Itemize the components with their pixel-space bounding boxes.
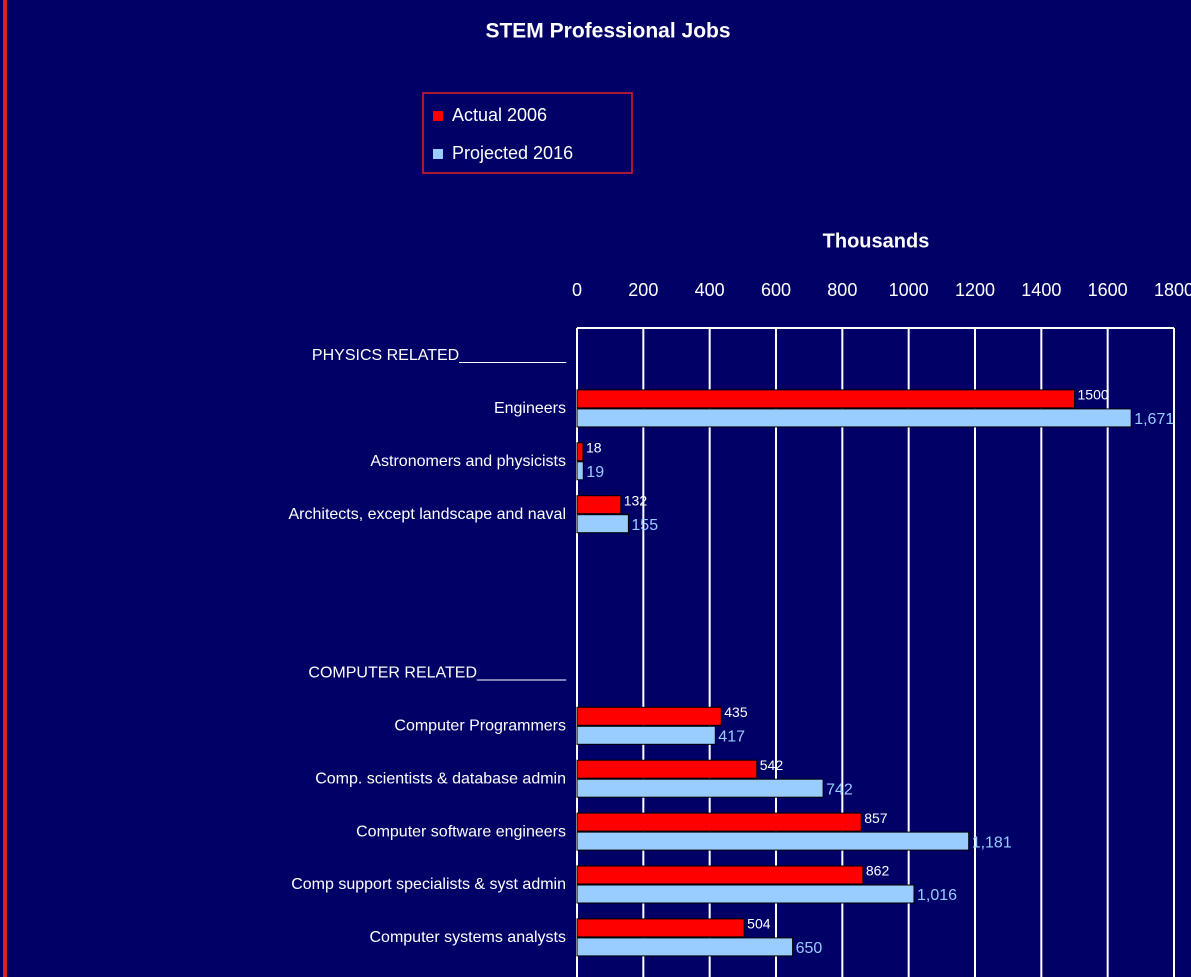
x-tick-label: 600 xyxy=(761,280,791,300)
y-tick-label: Computer systems analysts xyxy=(369,929,566,946)
y-tick-label: Engineers xyxy=(494,400,566,417)
data-label: 504 xyxy=(747,916,771,932)
bar xyxy=(576,389,1075,409)
bar xyxy=(576,778,824,798)
legend-label: Projected 2016 xyxy=(452,143,573,163)
y-tick-label: PHYSICS RELATED____________ xyxy=(312,347,567,364)
x-tick-label: 1200 xyxy=(955,280,995,300)
y-tick-label: Computer software engineers xyxy=(356,823,566,840)
left-border xyxy=(3,0,7,977)
legend-swatch xyxy=(433,149,443,159)
x-tick-label: 800 xyxy=(827,280,857,300)
x-tick-label: 1600 xyxy=(1088,280,1128,300)
data-label: 742 xyxy=(826,781,853,798)
x-tick-label: 1800 xyxy=(1154,280,1191,300)
x-tick-label: 400 xyxy=(695,280,725,300)
data-label: 542 xyxy=(760,757,784,773)
x-tick-label: 200 xyxy=(628,280,658,300)
data-label: 857 xyxy=(864,810,888,826)
y-tick-label: Computer Programmers xyxy=(394,718,566,735)
y-tick-label: COMPUTER RELATED__________ xyxy=(308,665,567,682)
chart-title: STEM Professional Jobs xyxy=(485,20,730,43)
data-label: 862 xyxy=(866,863,890,879)
data-label: 1,181 xyxy=(972,834,1012,851)
y-tick-label: Comp support specialists & syst admin xyxy=(291,876,566,893)
data-label: 1,016 xyxy=(917,887,957,904)
bar xyxy=(576,831,970,851)
bar xyxy=(576,937,794,957)
data-label: 132 xyxy=(624,492,648,508)
y-tick-label: Architects, except landscape and naval xyxy=(289,506,567,523)
x-tick-label: 0 xyxy=(572,280,582,300)
bar xyxy=(576,408,1132,428)
y-tick-label: Comp. scientists & database admin xyxy=(315,770,566,787)
legend-swatch xyxy=(433,111,443,121)
data-label: 435 xyxy=(724,704,748,720)
bar xyxy=(576,759,758,779)
data-label: 155 xyxy=(631,517,658,534)
x-tick-label: 1000 xyxy=(889,280,929,300)
bar xyxy=(576,865,864,885)
y-tick-label: Astronomers and physicists xyxy=(370,453,566,470)
data-label: 417 xyxy=(718,729,745,746)
bar xyxy=(576,514,629,534)
bar xyxy=(576,495,622,515)
bar xyxy=(576,706,722,726)
data-label: 18 xyxy=(586,440,602,456)
data-label: 1500 xyxy=(1078,387,1109,403)
legend-label: Actual 2006 xyxy=(452,105,547,125)
bar xyxy=(576,812,862,832)
bar xyxy=(576,442,584,462)
x-tick-label: 1400 xyxy=(1021,280,1061,300)
legend-box xyxy=(422,92,633,174)
data-label: 1,671 xyxy=(1134,411,1174,428)
data-label: 650 xyxy=(796,940,823,957)
data-label: 19 xyxy=(586,464,604,481)
axis-title: Thousands xyxy=(823,230,930,252)
bar xyxy=(576,884,915,904)
bar xyxy=(576,918,745,938)
bar xyxy=(576,461,584,481)
bar xyxy=(576,725,716,745)
